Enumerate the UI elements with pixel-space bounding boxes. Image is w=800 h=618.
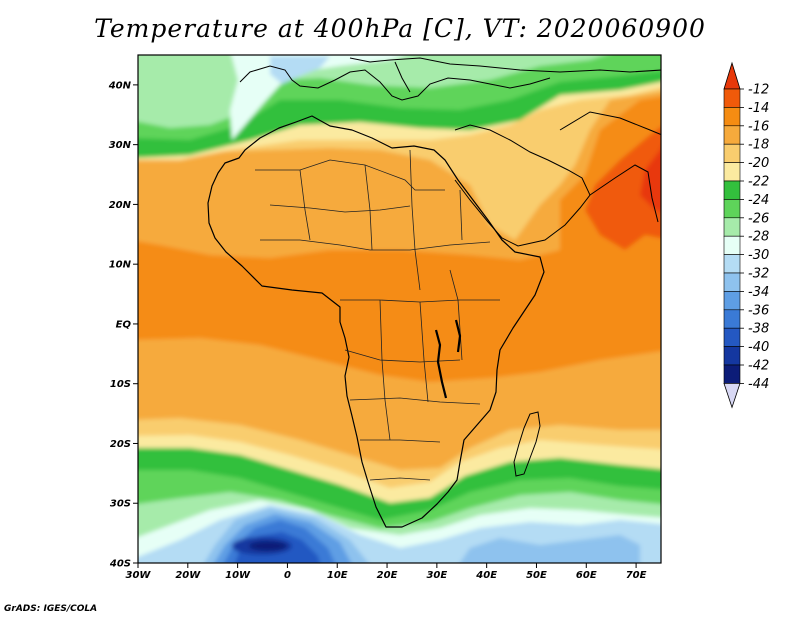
colorbar-top-arrow bbox=[723, 61, 741, 90]
colorbar-swatch bbox=[723, 162, 741, 182]
colorbar-label: -18 bbox=[748, 138, 769, 153]
colorbar-swatch bbox=[723, 309, 741, 329]
latitude-axis: 40N 30N 20N 10N EQ 10S 20S 30S 40S bbox=[108, 80, 138, 570]
colorbar-label: -42 bbox=[748, 359, 769, 374]
lon-tick-label: 30W bbox=[126, 570, 152, 581]
lat-tick-label: EQ bbox=[116, 319, 132, 330]
colorbar-label: -32 bbox=[748, 267, 769, 282]
africa-coastline bbox=[207, 115, 545, 528]
temperature-field bbox=[138, 55, 661, 563]
lon-tick-label: 70E bbox=[626, 570, 647, 581]
colorbar-swatch bbox=[723, 143, 741, 163]
colorbar-swatch bbox=[723, 199, 741, 219]
colorbar-label: -16 bbox=[748, 119, 769, 134]
lon-tick-label: 40E bbox=[475, 570, 497, 581]
colorbar-label: -38 bbox=[748, 322, 769, 337]
colorbar-swatch bbox=[723, 272, 741, 292]
colorbar-label: -28 bbox=[748, 230, 769, 245]
chart-title: Temperature at 400hPa [C], VT: 202006090… bbox=[94, 14, 706, 43]
colorbar-swatch bbox=[723, 125, 741, 145]
lon-tick-label: 20E bbox=[377, 570, 398, 581]
lat-tick-label: 20N bbox=[109, 200, 132, 211]
europe-coastline bbox=[239, 57, 661, 101]
field-band-12-india bbox=[640, 148, 661, 212]
colorbar-swatch bbox=[723, 180, 741, 200]
lon-tick-label: 20W bbox=[175, 570, 201, 581]
field-band-32-north bbox=[270, 56, 330, 84]
lat-tick-label: 30S bbox=[110, 499, 131, 510]
colorbar-label: -44 bbox=[748, 377, 769, 392]
colorbar-swatch bbox=[723, 327, 741, 347]
colorbar-label: -14 bbox=[748, 101, 769, 116]
colorbar-label: -22 bbox=[748, 175, 769, 190]
lat-tick-label: 40S bbox=[109, 559, 131, 570]
lon-tick-label: 10E bbox=[327, 570, 348, 581]
field-band-44-south bbox=[249, 541, 287, 551]
colorbar-swatch bbox=[723, 364, 741, 384]
colorbar-label: -36 bbox=[748, 303, 769, 318]
lon-tick-label: 50E bbox=[526, 570, 547, 581]
map-frame bbox=[137, 54, 662, 564]
colorbar-label: -30 bbox=[748, 248, 769, 263]
longitude-axis: 30W 20W 10W 0 10E 20E 30E 40E 50E 60E 70E bbox=[126, 563, 647, 581]
field-band-14-india bbox=[585, 126, 661, 250]
credit-text: GrADS: IGES/COLA bbox=[4, 604, 98, 614]
lat-tick-label: 40N bbox=[108, 80, 132, 91]
lat-tick-label: 10S bbox=[110, 379, 131, 390]
colorbar-swatch bbox=[723, 254, 741, 274]
colorbar-swatch bbox=[723, 235, 741, 255]
colorbar-swatch bbox=[723, 291, 741, 311]
colorbar-swatch bbox=[723, 88, 741, 108]
colorbar-swatch bbox=[723, 346, 741, 366]
country-borders bbox=[255, 149, 500, 481]
lon-tick-label: 10W bbox=[225, 570, 251, 581]
colorbar-swatch bbox=[723, 217, 741, 237]
colorbar-label: -12 bbox=[748, 83, 769, 98]
colorbar-bottom-arrow bbox=[723, 382, 741, 409]
lon-tick-label: 0 bbox=[284, 570, 291, 581]
lon-tick-label: 60E bbox=[576, 570, 597, 581]
great-lakes bbox=[434, 319, 462, 399]
colorbar-label: -34 bbox=[748, 285, 769, 300]
lat-tick-label: 10N bbox=[109, 260, 132, 271]
colorbar-label: -26 bbox=[748, 211, 769, 226]
lon-tick-label: 30E bbox=[426, 570, 447, 581]
colorbar-label: -24 bbox=[748, 193, 769, 208]
arabia-coastline bbox=[454, 111, 661, 247]
colorbar-label: -20 bbox=[748, 156, 769, 171]
colorbar: -12 -14 -16 -18 -20 -22 -24 -26 -28 -30 -32 -34 -36 -… bbox=[723, 61, 769, 409]
colorbar-label: -40 bbox=[748, 340, 769, 355]
lat-tick-label: 30N bbox=[109, 140, 132, 151]
madagascar-coastline bbox=[513, 411, 541, 477]
colorbar-swatch bbox=[723, 107, 741, 127]
lat-tick-label: 20S bbox=[110, 439, 131, 450]
